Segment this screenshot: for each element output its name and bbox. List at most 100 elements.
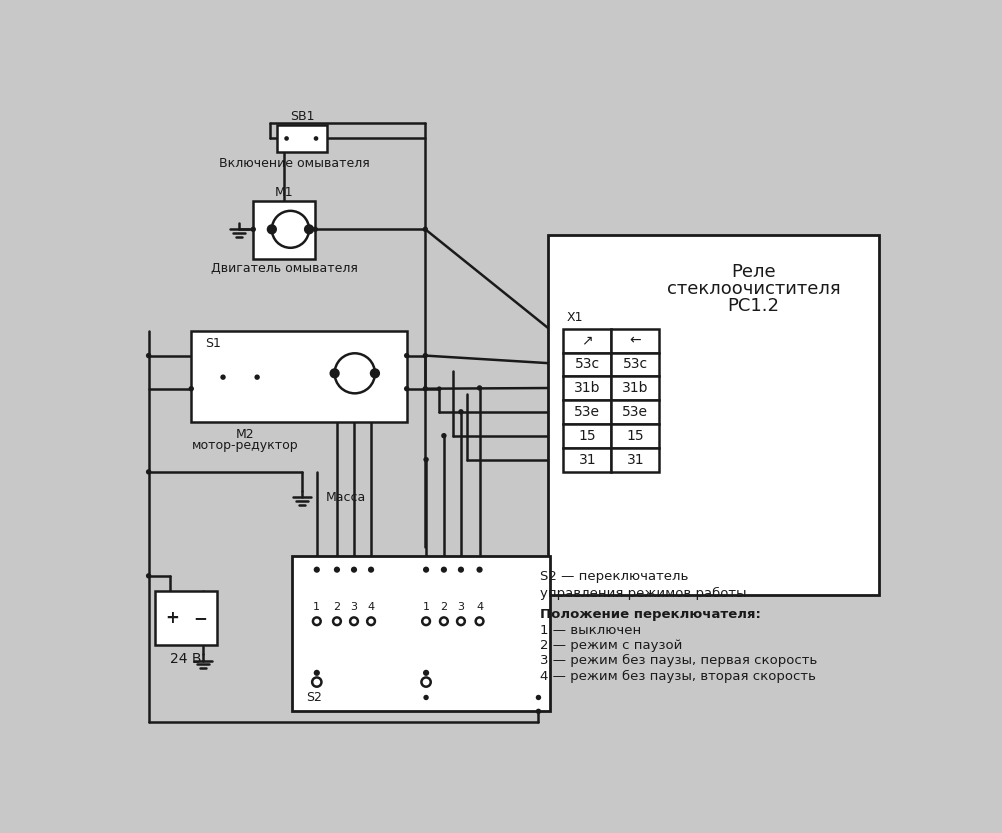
Text: S2: S2: [306, 691, 322, 704]
Circle shape: [535, 695, 541, 701]
Text: 31: 31: [578, 452, 595, 466]
Text: M1: M1: [275, 186, 294, 199]
Bar: [610, 424, 658, 448]
Text: M2: M2: [235, 427, 255, 441]
Bar: [563, 352, 610, 377]
Circle shape: [423, 566, 429, 573]
Circle shape: [255, 375, 260, 380]
Circle shape: [422, 386, 428, 392]
Circle shape: [284, 136, 289, 141]
Bar: [563, 424, 610, 448]
Text: 2: 2: [440, 602, 447, 612]
Circle shape: [422, 617, 430, 625]
Bar: [610, 401, 658, 424]
Text: 31b: 31b: [621, 381, 648, 395]
Text: SB1: SB1: [290, 110, 314, 122]
Text: 2: 2: [333, 602, 340, 612]
Text: 15: 15: [626, 429, 643, 442]
Text: мотор-редуктор: мотор-редуктор: [192, 439, 299, 452]
Circle shape: [423, 695, 429, 701]
Text: +: +: [164, 609, 178, 627]
Circle shape: [268, 226, 276, 233]
Circle shape: [312, 677, 321, 686]
Circle shape: [368, 566, 374, 573]
Bar: [563, 401, 610, 424]
Text: −: −: [192, 609, 206, 627]
Bar: [253, 201, 315, 258]
Circle shape: [476, 385, 482, 391]
Bar: [563, 329, 610, 352]
Bar: [610, 377, 658, 401]
Text: 1: 1: [422, 602, 429, 612]
Circle shape: [437, 387, 441, 391]
Text: 53e: 53e: [574, 405, 599, 419]
Text: управления режимов работы: управления режимов работы: [539, 586, 745, 600]
Bar: [547, 235, 879, 595]
Circle shape: [145, 353, 151, 358]
Text: S1: S1: [205, 337, 220, 350]
Circle shape: [404, 386, 409, 392]
Bar: [292, 556, 549, 711]
Circle shape: [305, 226, 313, 233]
Circle shape: [457, 566, 464, 573]
Circle shape: [371, 370, 379, 377]
Text: 4: 4: [367, 602, 374, 612]
Text: 1 — выключен: 1 — выключен: [539, 624, 640, 636]
Text: Масса: Масса: [325, 491, 365, 504]
Text: 1: 1: [313, 602, 320, 612]
Bar: [191, 331, 406, 421]
Circle shape: [404, 353, 409, 358]
Circle shape: [422, 353, 428, 358]
Circle shape: [423, 456, 429, 462]
Circle shape: [422, 227, 428, 232]
Text: ↗: ↗: [581, 333, 592, 347]
Circle shape: [188, 386, 193, 392]
Circle shape: [421, 677, 430, 686]
Circle shape: [331, 370, 338, 377]
Text: 4: 4: [476, 602, 483, 612]
Text: 53c: 53c: [574, 357, 599, 371]
Text: S2 — переключатель: S2 — переключатель: [539, 570, 687, 582]
Circle shape: [250, 227, 256, 232]
Text: 53e: 53e: [621, 405, 647, 419]
Text: Двигатель омывателя: Двигатель омывателя: [210, 262, 358, 275]
Circle shape: [313, 227, 318, 232]
Bar: [610, 329, 658, 352]
Circle shape: [440, 566, 447, 573]
Text: 2 — режим с паузой: 2 — режим с паузой: [539, 639, 681, 652]
Circle shape: [314, 566, 320, 573]
Circle shape: [475, 617, 483, 625]
Text: ←: ←: [629, 333, 640, 347]
Circle shape: [476, 566, 482, 573]
Circle shape: [351, 566, 357, 573]
Circle shape: [313, 617, 321, 625]
Circle shape: [314, 136, 318, 141]
Circle shape: [220, 375, 225, 380]
Text: X1: X1: [566, 312, 582, 324]
Circle shape: [535, 709, 541, 714]
Text: 24 В: 24 В: [170, 652, 201, 666]
Text: 3 — режим без паузы, первая скорость: 3 — режим без паузы, первая скорость: [539, 655, 817, 667]
Bar: [154, 591, 216, 645]
Text: РС1.2: РС1.2: [726, 297, 779, 315]
Circle shape: [272, 211, 309, 247]
Text: Включение омывателя: Включение омывателя: [218, 157, 370, 170]
Circle shape: [333, 617, 341, 625]
Text: 15: 15: [578, 429, 595, 442]
Circle shape: [314, 670, 320, 676]
Circle shape: [145, 573, 151, 578]
Circle shape: [457, 617, 464, 625]
Bar: [277, 125, 327, 152]
Text: 3: 3: [457, 602, 464, 612]
Bar: [563, 448, 610, 471]
Circle shape: [458, 409, 463, 415]
Text: 31: 31: [626, 452, 643, 466]
Circle shape: [423, 670, 429, 676]
Text: 53c: 53c: [622, 357, 647, 371]
Circle shape: [350, 617, 358, 625]
Text: стеклоочистителя: стеклоочистителя: [666, 280, 840, 297]
Text: 3: 3: [350, 602, 357, 612]
Circle shape: [334, 566, 340, 573]
Bar: [610, 448, 658, 471]
Circle shape: [440, 617, 447, 625]
